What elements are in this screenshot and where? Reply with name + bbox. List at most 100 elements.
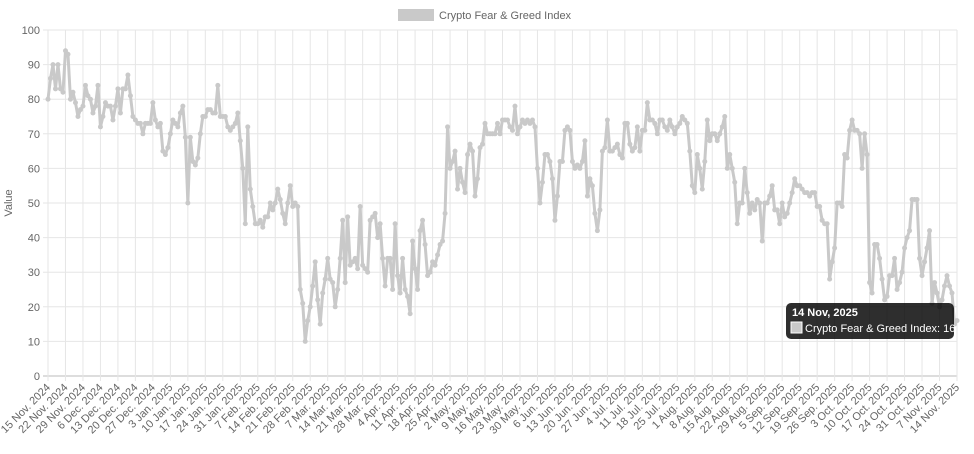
data-point bbox=[242, 221, 248, 227]
data-point bbox=[644, 100, 650, 106]
data-point bbox=[747, 210, 753, 216]
data-point bbox=[702, 158, 708, 164]
data-point bbox=[562, 127, 568, 133]
data-point bbox=[92, 103, 98, 109]
data-point bbox=[280, 210, 286, 216]
data-point bbox=[432, 262, 438, 268]
data-point bbox=[50, 62, 56, 68]
data-point bbox=[492, 131, 498, 137]
data-point bbox=[514, 131, 520, 137]
data-point bbox=[467, 141, 473, 147]
data-point bbox=[727, 152, 733, 158]
data-point bbox=[342, 280, 348, 286]
y-tick-label: 60 bbox=[28, 163, 40, 175]
data-point bbox=[315, 297, 321, 303]
data-point bbox=[157, 120, 163, 126]
data-point bbox=[337, 255, 343, 261]
data-point bbox=[587, 176, 593, 182]
data-point bbox=[792, 176, 798, 182]
data-point bbox=[532, 124, 538, 130]
data-point bbox=[472, 193, 478, 199]
data-point bbox=[442, 210, 448, 216]
data-point bbox=[567, 127, 573, 133]
legend-label: Crypto Fear & Greed Index bbox=[439, 10, 572, 22]
data-point bbox=[849, 117, 855, 123]
data-point bbox=[787, 200, 793, 206]
data-point bbox=[302, 338, 308, 344]
data-point bbox=[609, 148, 615, 154]
data-point bbox=[72, 100, 78, 106]
data-point bbox=[257, 217, 263, 223]
data-point bbox=[390, 287, 396, 292]
data-point bbox=[165, 145, 171, 151]
data-point bbox=[117, 110, 123, 116]
data-point bbox=[954, 318, 960, 324]
data-point bbox=[652, 120, 658, 126]
data-point bbox=[222, 114, 228, 119]
data-point bbox=[624, 120, 630, 126]
data-point bbox=[287, 183, 293, 189]
data-point bbox=[924, 245, 930, 251]
data-point bbox=[140, 131, 146, 137]
data-point bbox=[425, 273, 431, 279]
data-point bbox=[395, 273, 401, 279]
data-point bbox=[797, 183, 803, 189]
data-point bbox=[412, 266, 418, 272]
data-point bbox=[480, 141, 486, 147]
data-point bbox=[125, 72, 131, 78]
data-point bbox=[844, 155, 850, 161]
data-point bbox=[939, 297, 945, 303]
data-point bbox=[440, 238, 446, 244]
data-point bbox=[190, 158, 196, 164]
data-point bbox=[722, 114, 728, 119]
data-point bbox=[352, 255, 358, 261]
data-point bbox=[345, 214, 351, 220]
data-point bbox=[699, 186, 705, 192]
data-point bbox=[509, 127, 515, 133]
data-point bbox=[60, 89, 66, 95]
data-point bbox=[807, 193, 813, 199]
data-point bbox=[519, 117, 525, 123]
data-point bbox=[617, 152, 623, 158]
data-point bbox=[857, 131, 863, 137]
data-point bbox=[817, 203, 823, 209]
data-point bbox=[579, 158, 585, 164]
data-point bbox=[155, 124, 161, 130]
data-point bbox=[297, 287, 303, 292]
data-point bbox=[582, 138, 588, 144]
data-point bbox=[330, 280, 336, 286]
data-point bbox=[160, 148, 166, 154]
data-point bbox=[812, 190, 818, 196]
data-point bbox=[235, 110, 241, 116]
data-point bbox=[47, 75, 53, 81]
data-point bbox=[437, 242, 443, 248]
data-point bbox=[100, 114, 106, 119]
data-point bbox=[245, 124, 251, 130]
data-point bbox=[604, 117, 610, 123]
data-point bbox=[907, 228, 913, 234]
data-point bbox=[592, 210, 598, 216]
data-point bbox=[949, 290, 955, 296]
data-point bbox=[195, 155, 201, 161]
tooltip: 14 Nov, 2025 Crypto Fear & Greed Index: 1… bbox=[786, 303, 955, 339]
y-tick-label: 50 bbox=[28, 198, 40, 210]
data-point bbox=[789, 190, 795, 196]
data-point bbox=[82, 82, 88, 88]
data-point bbox=[707, 138, 713, 144]
data-point bbox=[522, 120, 528, 126]
data-point bbox=[547, 158, 553, 164]
data-point bbox=[295, 203, 301, 209]
data-point bbox=[177, 110, 183, 116]
data-point bbox=[112, 103, 118, 109]
data-point bbox=[754, 197, 760, 203]
data-point bbox=[127, 93, 133, 99]
data-point bbox=[632, 145, 638, 151]
y-axis-label: Value bbox=[3, 189, 15, 216]
data-point bbox=[167, 131, 173, 137]
data-point bbox=[847, 127, 853, 133]
data-point bbox=[684, 120, 690, 126]
tooltip-box bbox=[786, 303, 954, 339]
data-point bbox=[764, 200, 770, 206]
data-point bbox=[837, 200, 843, 206]
